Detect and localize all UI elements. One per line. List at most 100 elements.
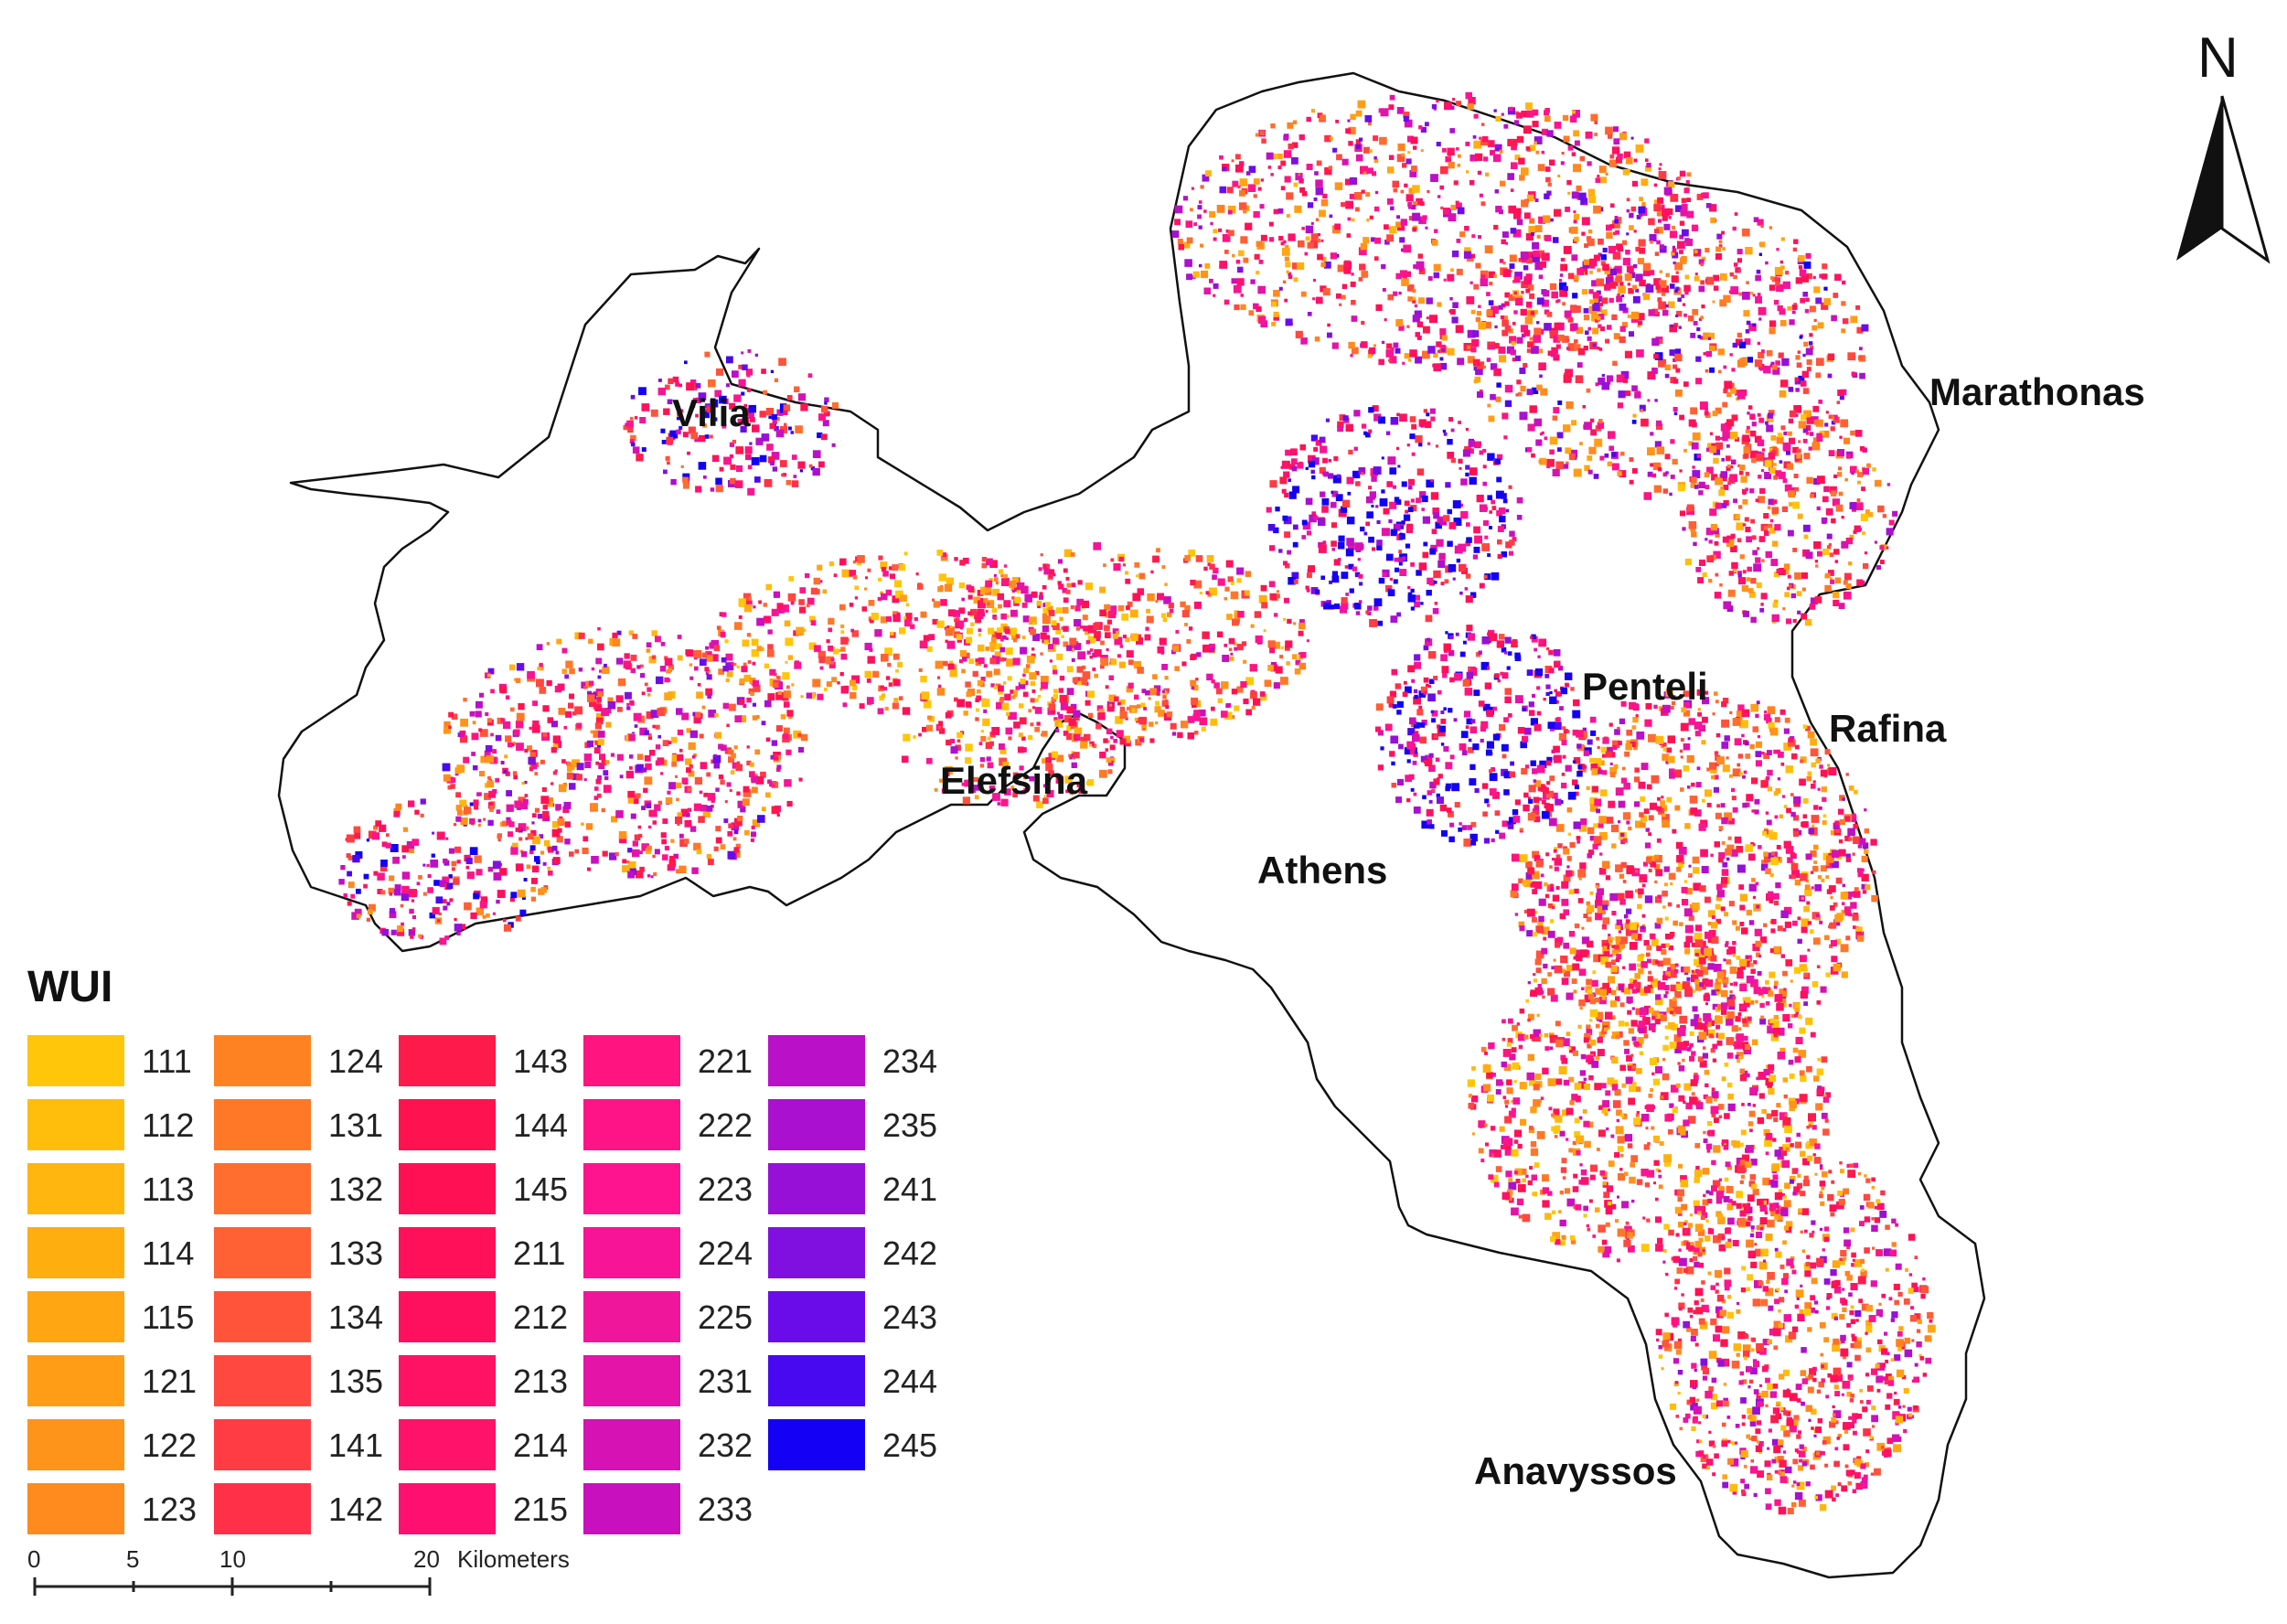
wui-pixel <box>1605 172 1608 176</box>
wui-pixel <box>988 627 995 635</box>
wui-pixel <box>1693 541 1697 547</box>
wui-pixel <box>1291 572 1299 580</box>
wui-pixel <box>1698 259 1705 265</box>
wui-pixel <box>636 665 641 669</box>
wui-pixel <box>1675 286 1680 291</box>
wui-pixel <box>1227 205 1236 214</box>
wui-pixel <box>639 727 647 736</box>
wui-pixel <box>1722 536 1729 543</box>
wui-pixel <box>578 632 585 639</box>
wui-pixel <box>854 585 860 591</box>
wui-pixel <box>644 776 653 785</box>
wui-pixel <box>1240 236 1248 244</box>
wui-pixel <box>1386 481 1393 487</box>
wui-pixel <box>1348 141 1353 146</box>
wui-pixel <box>1177 732 1183 739</box>
wui-pixel <box>1487 553 1491 557</box>
wui-pixel <box>596 697 602 702</box>
wui-pixel <box>1705 485 1710 489</box>
wui-pixel <box>746 760 752 765</box>
wui-pixel <box>1331 548 1335 551</box>
wui-pixel <box>1469 281 1473 284</box>
wui-pixel <box>1341 572 1349 579</box>
wui-pixel <box>1555 344 1561 349</box>
wui-pixel <box>1731 459 1737 465</box>
wui-pixel <box>1798 375 1805 382</box>
wui-pixel <box>1136 574 1139 578</box>
wui-pixel <box>1116 730 1124 738</box>
wui-pixel <box>1817 322 1824 329</box>
wui-pixel <box>900 594 907 603</box>
wui-pixel <box>1840 419 1849 428</box>
wui-pixel <box>1367 167 1373 174</box>
wui-pixel <box>1757 439 1765 446</box>
wui-pixel <box>476 792 481 796</box>
wui-pixel <box>1731 796 1737 801</box>
wui-pixel <box>713 846 719 851</box>
wui-pixel <box>1496 476 1502 483</box>
wui-pixel <box>1802 427 1809 433</box>
wui-pixel <box>1598 822 1604 828</box>
wui-pixel <box>649 750 656 756</box>
wui-pixel <box>1865 884 1871 891</box>
wui-pixel <box>1535 439 1543 446</box>
wui-pixel <box>647 845 652 851</box>
wui-pixel <box>994 651 1001 658</box>
wui-pixel <box>696 849 702 855</box>
wui-pixel <box>1547 930 1555 938</box>
wui-pixel <box>692 398 698 403</box>
wui-pixel <box>1512 229 1522 238</box>
wui-pixel <box>1779 308 1786 315</box>
wui-pixel <box>448 711 454 718</box>
wui-pixel <box>918 668 923 672</box>
wui-pixel <box>1448 162 1455 169</box>
wui-pixel <box>728 756 734 764</box>
wui-pixel <box>1841 301 1846 306</box>
wui-pixel <box>1557 401 1563 405</box>
wui-pixel <box>1034 726 1040 732</box>
wui-pixel <box>692 711 697 717</box>
wui-pixel <box>1232 180 1239 187</box>
wui-pixel <box>1565 764 1572 772</box>
wui-pixel <box>1473 113 1479 119</box>
wui-pixel <box>1164 676 1169 680</box>
wui-pixel <box>1370 237 1375 242</box>
wui-pixel <box>1754 359 1763 368</box>
wui-pixel <box>1697 935 1703 941</box>
wui-pixel <box>1547 903 1553 909</box>
wui-pixel <box>648 656 657 664</box>
wui-pixel <box>1305 236 1310 241</box>
wui-pixel <box>1195 555 1203 562</box>
wui-pixel <box>814 645 821 653</box>
wui-pixel <box>874 629 882 637</box>
wui-pixel <box>779 409 784 413</box>
wui-pixel <box>484 750 491 757</box>
wui-pixel <box>532 836 540 845</box>
wui-pixel <box>779 460 787 467</box>
wui-pixel <box>559 816 563 820</box>
wui-pixel <box>1465 465 1470 470</box>
wui-pixel <box>1479 450 1484 455</box>
wui-pixel <box>1521 333 1526 337</box>
wui-pixel <box>1514 355 1521 361</box>
wui-pixel <box>1746 536 1752 543</box>
wui-pixel <box>1659 244 1665 250</box>
wui-pixel <box>1708 579 1713 583</box>
wui-pixel <box>1828 885 1836 892</box>
wui-pixel <box>743 674 752 682</box>
wui-pixel <box>1305 585 1309 590</box>
wui-pixel <box>1087 636 1095 644</box>
wui-pixel <box>1676 867 1682 872</box>
wui-pixel <box>1581 987 1585 990</box>
wui-pixel <box>1477 170 1482 176</box>
wui-pixel <box>1596 736 1600 741</box>
wui-pixel <box>1528 226 1536 234</box>
wui-pixel <box>1320 114 1326 121</box>
wui-pixel <box>1741 584 1749 593</box>
wui-pixel <box>1581 936 1590 945</box>
wui-pixel <box>1745 955 1752 962</box>
wui-pixel <box>1681 256 1687 262</box>
wui-pixel <box>1419 268 1424 272</box>
wui-pixel <box>1763 753 1769 759</box>
wui-pixel <box>864 587 868 591</box>
